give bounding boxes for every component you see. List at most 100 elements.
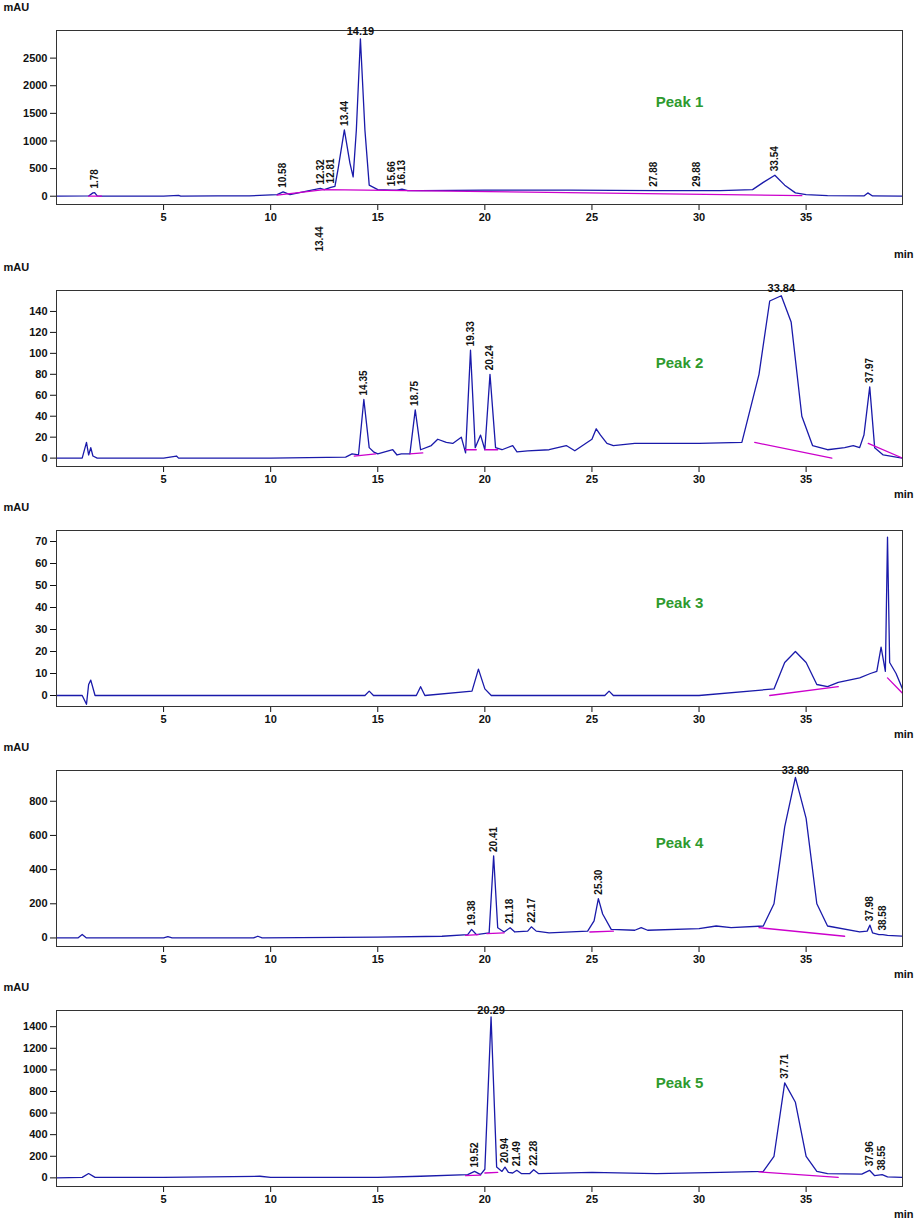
- svg-text:29.88: 29.88: [691, 161, 702, 186]
- svg-text:25: 25: [586, 211, 598, 223]
- svg-text:mAU: mAU: [4, 501, 30, 513]
- svg-text:33.54: 33.54: [769, 146, 780, 171]
- svg-text:15: 15: [372, 211, 384, 223]
- svg-text:14.35: 14.35: [358, 370, 369, 395]
- svg-text:35: 35: [800, 713, 812, 725]
- svg-text:min: min: [894, 248, 914, 260]
- svg-text:800: 800: [29, 795, 47, 807]
- svg-text:min: min: [894, 728, 914, 740]
- svg-text:10: 10: [265, 953, 277, 965]
- svg-text:35: 35: [800, 953, 812, 965]
- svg-text:20: 20: [479, 211, 491, 223]
- svg-text:2500: 2500: [23, 52, 47, 64]
- svg-text:19.33: 19.33: [465, 321, 476, 346]
- svg-text:35: 35: [800, 473, 812, 485]
- svg-text:1.78: 1.78: [89, 169, 100, 189]
- svg-text:30: 30: [693, 473, 705, 485]
- svg-text:1000: 1000: [23, 1063, 47, 1075]
- svg-text:10: 10: [265, 1193, 277, 1205]
- svg-text:19.38: 19.38: [466, 900, 477, 925]
- svg-text:12.81: 12.81: [325, 158, 336, 183]
- svg-text:30: 30: [693, 713, 705, 725]
- svg-text:0: 0: [41, 452, 47, 464]
- svg-text:5: 5: [161, 211, 167, 223]
- svg-text:400: 400: [29, 1128, 47, 1140]
- svg-text:30: 30: [693, 1193, 705, 1205]
- svg-text:20: 20: [479, 1193, 491, 1205]
- svg-text:21.49: 21.49: [511, 1141, 522, 1166]
- svg-text:0: 0: [41, 190, 47, 202]
- svg-text:1500: 1500: [23, 107, 47, 119]
- svg-text:20.24: 20.24: [484, 345, 495, 370]
- svg-text:140: 140: [29, 305, 47, 317]
- svg-text:15: 15: [372, 713, 384, 725]
- svg-text:1000: 1000: [23, 134, 47, 146]
- svg-text:20.94: 20.94: [499, 1138, 510, 1163]
- svg-text:35: 35: [800, 1193, 812, 1205]
- svg-text:80: 80: [35, 368, 47, 380]
- svg-text:37.97: 37.97: [864, 357, 875, 382]
- svg-text:27.88: 27.88: [648, 161, 659, 186]
- svg-text:12.32: 12.32: [315, 159, 326, 184]
- svg-text:25: 25: [586, 473, 598, 485]
- svg-text:22.28: 22.28: [528, 1140, 539, 1165]
- svg-text:20: 20: [35, 645, 47, 657]
- svg-text:50: 50: [35, 579, 47, 591]
- svg-text:Peak 2: Peak 2: [656, 354, 704, 371]
- svg-text:5: 5: [161, 713, 167, 725]
- svg-text:400: 400: [29, 863, 47, 875]
- svg-text:0: 0: [41, 689, 47, 701]
- svg-text:Peak 5: Peak 5: [656, 1074, 704, 1091]
- svg-text:800: 800: [29, 1085, 47, 1097]
- svg-text:25: 25: [586, 1193, 598, 1205]
- svg-text:20: 20: [479, 473, 491, 485]
- svg-text:20: 20: [479, 713, 491, 725]
- svg-text:600: 600: [29, 1107, 47, 1119]
- svg-text:mAU: mAU: [4, 741, 30, 753]
- svg-text:33.80: 33.80: [782, 764, 810, 776]
- svg-text:Peak 1: Peak 1: [656, 93, 704, 110]
- svg-text:200: 200: [29, 897, 47, 909]
- svg-text:13.44: 13.44: [339, 100, 350, 125]
- svg-text:35: 35: [800, 211, 812, 223]
- svg-text:10: 10: [265, 473, 277, 485]
- svg-text:15: 15: [372, 473, 384, 485]
- svg-text:20: 20: [35, 431, 47, 443]
- svg-text:15: 15: [372, 1193, 384, 1205]
- svg-text:60: 60: [35, 389, 47, 401]
- svg-text:mAU: mAU: [4, 981, 30, 993]
- svg-text:10: 10: [265, 713, 277, 725]
- svg-text:21.18: 21.18: [504, 898, 515, 923]
- svg-text:20: 20: [479, 953, 491, 965]
- svg-text:min: min: [894, 488, 914, 500]
- svg-text:25: 25: [586, 713, 598, 725]
- svg-text:min: min: [894, 968, 914, 980]
- svg-text:30: 30: [693, 211, 705, 223]
- svg-text:mAU: mAU: [4, 1, 30, 13]
- svg-text:0: 0: [41, 931, 47, 943]
- svg-text:100: 100: [29, 347, 47, 359]
- svg-text:5: 5: [161, 1193, 167, 1205]
- svg-text:25.30: 25.30: [593, 869, 604, 894]
- svg-text:10: 10: [35, 667, 47, 679]
- svg-text:37.71: 37.71: [779, 1053, 790, 1078]
- svg-text:2000: 2000: [23, 79, 47, 91]
- svg-text:Peak 4: Peak 4: [656, 834, 704, 851]
- svg-text:19.52: 19.52: [469, 1142, 480, 1167]
- svg-text:15: 15: [372, 953, 384, 965]
- svg-text:70: 70: [35, 535, 47, 547]
- svg-text:33.84: 33.84: [768, 282, 796, 294]
- svg-text:5: 5: [161, 953, 167, 965]
- svg-text:200: 200: [29, 1150, 47, 1162]
- svg-text:37.96: 37.96: [864, 1141, 875, 1166]
- svg-text:30: 30: [693, 953, 705, 965]
- svg-text:10: 10: [265, 211, 277, 223]
- svg-text:38.58: 38.58: [877, 905, 888, 930]
- svg-text:120: 120: [29, 326, 47, 338]
- svg-text:40: 40: [35, 410, 47, 422]
- svg-text:600: 600: [29, 829, 47, 841]
- svg-text:min: min: [894, 1208, 914, 1220]
- svg-text:Peak 3: Peak 3: [656, 594, 704, 611]
- svg-text:60: 60: [35, 557, 47, 569]
- svg-text:10.58: 10.58: [277, 162, 288, 187]
